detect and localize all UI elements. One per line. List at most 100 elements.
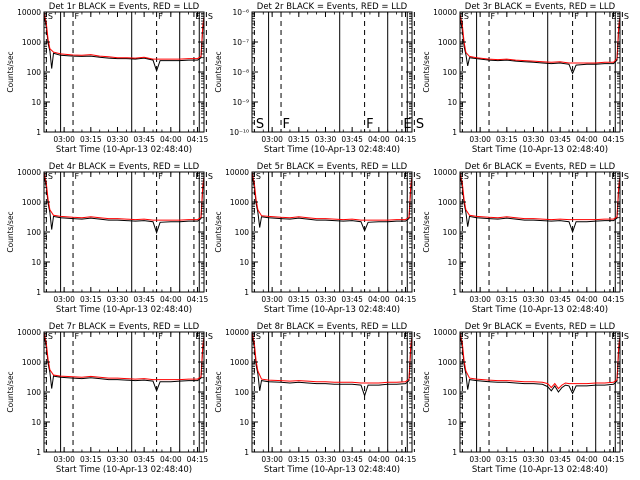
x-tick-label: 03:00 — [261, 295, 283, 304]
y-tick-label: 10000 — [225, 328, 249, 337]
y-tick-label: 10 — [31, 418, 41, 427]
x-tick-label: 03:45 — [341, 135, 363, 144]
y-tick-label: 1 — [244, 288, 249, 297]
chart-title: Det 2r BLACK = Events, RED = LLD — [257, 2, 408, 12]
y-axis-label: Counts/sec — [6, 51, 15, 92]
y-tick-label: 1 — [452, 288, 457, 297]
y-tick-label: 1000 — [438, 38, 457, 47]
x-axis-label: Start Time (10-Apr-13 02:48:40) — [56, 305, 192, 315]
y-tick-label: 10000 — [17, 328, 41, 337]
x-tick-label: 04:15 — [603, 455, 625, 464]
y-tick-label: 1000 — [438, 198, 457, 207]
events-series-line — [460, 332, 620, 395]
event-marker-label: S — [624, 172, 629, 181]
chart-panel-8: Det 8r BLACK = Events, RED = LLD Start Ti… — [214, 322, 421, 475]
y-tick-label: 10 — [447, 418, 457, 427]
event-marker-label: S — [416, 172, 421, 181]
x-tick-label: 04:00 — [368, 135, 390, 144]
x-tick-label: 04:00 — [576, 135, 598, 144]
chart-panel-9: Det 9r BLACK = Events, RED = LLD Start Ti… — [422, 322, 629, 475]
x-tick-label: 04:00 — [368, 295, 390, 304]
event-marker-label: F — [491, 172, 496, 181]
chart-panel-6: Det 6r BLACK = Events, RED = LLD Start Ti… — [422, 162, 629, 315]
x-tick-label: 03:00 — [53, 135, 75, 144]
x-tick-label: 03:45 — [133, 295, 155, 304]
y-axis-label: Counts/sec — [422, 371, 431, 412]
event-marker-label: F — [366, 172, 371, 181]
x-tick-label: 03:15 — [496, 295, 518, 304]
x-tick-label: 03:00 — [261, 455, 283, 464]
x-tick-label: 04:00 — [368, 455, 390, 464]
chart-panel-4: Det 4r BLACK = Events, RED = LLD Start Ti… — [6, 162, 213, 315]
event-marker-label: S — [416, 117, 424, 132]
event-marker-label: F — [75, 332, 80, 341]
chart-title: Det 6r BLACK = Events, RED = LLD — [465, 162, 616, 172]
event-marker-label: S — [464, 332, 469, 341]
event-marker-label: F — [158, 12, 163, 21]
lld-series-line — [460, 332, 620, 390]
x-tick-label: 04:15 — [395, 455, 417, 464]
event-marker-label: F — [283, 172, 288, 181]
event-marker-label: F — [491, 332, 496, 341]
x-tick-label: 03:30 — [315, 455, 337, 464]
x-tick-label: 04:15 — [187, 135, 209, 144]
x-tick-label: 04:00 — [576, 295, 598, 304]
event-marker-label: S — [256, 332, 261, 341]
y-axis-label: Counts/sec — [214, 51, 223, 92]
chart-title: Det 4r BLACK = Events, RED = LLD — [49, 162, 200, 172]
y-axis-label: Counts/sec — [6, 371, 15, 412]
event-marker-label: S — [256, 117, 264, 132]
x-tick-label: 03:15 — [288, 135, 310, 144]
event-marker-label: S — [208, 332, 213, 341]
x-axis-label: Start Time (10-Apr-13 02:48:40) — [264, 465, 400, 475]
y-tick-label: 1 — [452, 448, 457, 457]
event-marker-label: S — [48, 332, 53, 341]
events-series-line — [252, 332, 412, 398]
x-tick-label: 03:15 — [496, 455, 518, 464]
y-tick-label: 10000 — [433, 168, 457, 177]
x-tick-label: 03:30 — [315, 295, 337, 304]
y-tick-label: 1 — [36, 448, 41, 457]
event-marker-label: F — [75, 172, 80, 181]
lld-series-line — [460, 12, 620, 64]
event-marker-label: F — [158, 332, 163, 341]
x-tick-label: 03:45 — [549, 295, 571, 304]
x-tick-label: 04:15 — [187, 455, 209, 464]
event-marker-label: F — [366, 117, 373, 132]
x-tick-label: 03:15 — [288, 455, 310, 464]
events-series-line — [252, 172, 412, 233]
event-marker-label: S — [48, 12, 53, 21]
y-axis-label: Counts/sec — [214, 371, 223, 412]
y-tick-label: 1000 — [22, 198, 41, 207]
event-marker-label: S — [208, 12, 213, 21]
y-tick-label: 1000 — [438, 358, 457, 367]
event-marker-label: F — [283, 117, 290, 132]
x-tick-label: 03:30 — [523, 135, 545, 144]
event-marker-label: S — [464, 12, 469, 21]
y-tick-label: 10000 — [433, 328, 457, 337]
y-tick-label: 10 — [239, 258, 249, 267]
x-axis-label: Start Time (10-Apr-13 02:48:40) — [264, 305, 400, 315]
y-tick-label: 100 — [443, 228, 458, 237]
y-tick-label: 10000 — [225, 168, 249, 177]
event-marker-label: S — [48, 172, 53, 181]
x-axis-label: Start Time (10-Apr-13 02:48:40) — [472, 465, 608, 475]
x-tick-label: 04:00 — [160, 455, 182, 464]
chart-title: Det 3r BLACK = Events, RED = LLD — [465, 2, 616, 12]
event-marker-label: F — [283, 332, 288, 341]
x-axis-label: Start Time (10-Apr-13 02:48:40) — [472, 145, 608, 155]
x-tick-label: 03:30 — [523, 455, 545, 464]
x-tick-label: 03:15 — [80, 455, 102, 464]
y-tick-label: 10⁻⁶ — [232, 8, 249, 17]
events-series-line — [44, 332, 204, 393]
event-marker-label: F — [574, 12, 579, 21]
x-tick-label: 04:00 — [576, 455, 598, 464]
y-tick-label: 100 — [235, 388, 250, 397]
x-tick-label: 04:00 — [160, 135, 182, 144]
y-tick-label: 100 — [27, 228, 42, 237]
chart-title: Det 9r BLACK = Events, RED = LLD — [465, 322, 616, 332]
chart-title: Det 1r BLACK = Events, RED = LLD — [49, 2, 200, 12]
x-tick-label: 03:30 — [107, 295, 129, 304]
x-tick-label: 03:30 — [315, 135, 337, 144]
x-tick-label: 03:15 — [80, 135, 102, 144]
